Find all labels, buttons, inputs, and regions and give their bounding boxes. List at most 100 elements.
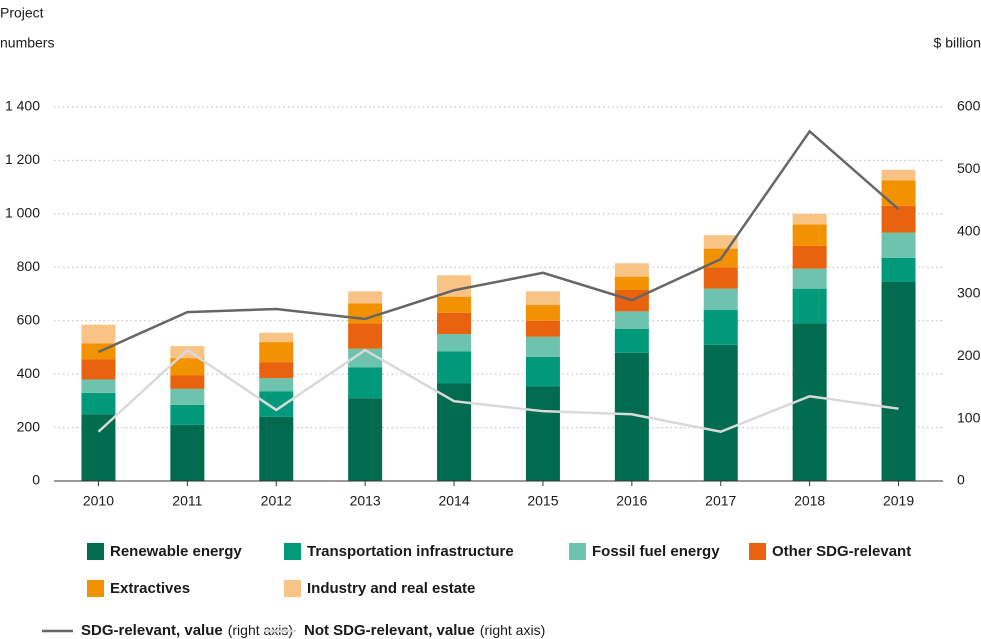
bar [437,275,472,297]
bar [259,378,294,392]
y2-tick-label: 600 [957,98,981,114]
bar [792,213,827,225]
bar [259,332,294,343]
legend-label: Industry and real estate [307,580,475,597]
bar [170,346,205,359]
legend-label: Other SDG-relevant [772,543,911,560]
legend-swatch [87,580,104,597]
y-tick-label: 600 [17,311,41,327]
bar [437,334,472,352]
bar [348,348,383,368]
bar [614,311,649,329]
y-tick-label: 200 [17,418,41,434]
bar [792,268,827,289]
y-tick-label: 0 [32,472,40,488]
y-tick-label: 400 [17,365,41,381]
bar [437,383,472,481]
bar [81,414,116,481]
legend-label: Transportation infrastructure [307,543,514,560]
bar [259,342,294,363]
y2-tick-label: 200 [957,347,981,363]
bar [170,358,205,376]
bar [792,323,827,481]
y-axis-label: numbers [0,35,54,51]
bar [348,323,383,349]
y2-tick-label: 300 [957,285,981,301]
bar [437,296,472,313]
bar [614,276,649,290]
legend-label: SDG-relevant, value (right axis) [81,622,293,639]
legend-swatch [284,543,301,560]
bar [81,359,116,380]
bar [881,205,916,233]
legend-label: Not SDG-relevant, value (right axis) [304,622,545,639]
line-series [97,129,900,354]
bar [881,281,916,481]
bar [881,257,916,282]
y2-tick-label: 400 [957,222,981,238]
bar [881,232,916,258]
line-series [97,348,899,434]
bar [525,291,560,305]
legend-swatch [284,580,301,597]
bar [792,245,827,269]
bar [259,416,294,481]
bar [170,388,205,405]
bar [525,356,560,387]
y2-tick-label: 0 [957,472,965,488]
x-tick-label: 2019 [883,493,914,509]
bar [348,303,383,324]
bar [703,288,738,311]
x-tick-label: 2010 [83,493,114,509]
y2-tick-label: 500 [957,160,981,176]
y-axis-label: Project [0,5,44,21]
bar [703,267,738,289]
y2-tick-label: 100 [957,409,981,425]
bar [614,328,649,353]
bar [81,324,116,344]
bar [525,336,560,357]
bar [525,386,560,481]
bar [259,391,294,417]
bar [614,263,649,277]
bar [703,310,738,345]
bar [525,304,560,321]
x-tick-label: 2018 [794,493,825,509]
bar [348,398,383,481]
x-tick-label: 2016 [616,493,647,509]
legend-label: Renewable energy [110,543,242,560]
y-tick-label: 1 400 [5,98,40,114]
x-tick-label: 2015 [527,493,558,509]
y2-axis-label: $ billion [934,35,981,51]
x-tick-label: 2011 [172,493,202,509]
legend-swatch [87,543,104,560]
bar [437,351,472,384]
y-tick-label: 800 [17,258,41,274]
bar [881,169,916,181]
legend-swatch [569,543,586,560]
bar [170,424,205,481]
bar [348,291,383,304]
bar [170,375,205,389]
legend-note: (right axis) [480,622,545,638]
bar [703,344,738,481]
legend-name: SDG-relevant, value [81,622,223,639]
legend-note: (right axis) [228,622,293,638]
x-tick-label: 2017 [705,493,736,509]
y-tick-label: 1 000 [5,205,40,221]
bar [81,379,116,393]
legend-label: Fossil fuel energy [592,543,720,560]
bar [437,312,472,335]
bar [259,362,294,379]
legend-label: Extractives [110,580,190,597]
bar [525,320,560,337]
x-tick-label: 2012 [261,493,292,509]
legend-name: Not SDG-relevant, value [304,622,475,639]
bar [881,180,916,206]
bar [792,224,827,246]
bar [170,404,205,425]
bar [81,392,116,415]
bar [348,367,383,399]
y-tick-label: 1 200 [5,151,40,167]
